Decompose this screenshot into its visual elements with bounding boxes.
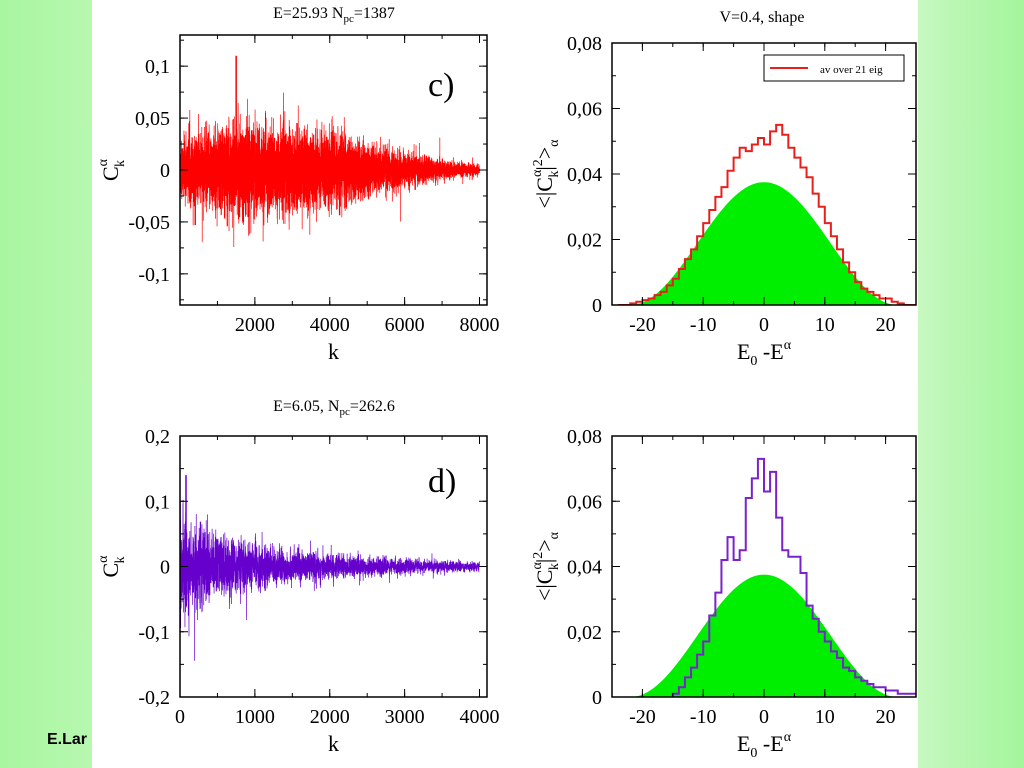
x-tick-label: 20 — [876, 706, 896, 728]
legend-label: av over 21 eig — [820, 64, 883, 76]
y-tick-label: 0,05 — [135, 108, 170, 130]
x-tick-label: -20 — [629, 314, 656, 336]
data-series-line — [180, 92, 480, 248]
y-tick-label: 0,06 — [567, 99, 602, 121]
x-tick-label: -20 — [629, 706, 656, 728]
y-tick-label: 0,06 — [567, 491, 602, 513]
chart-title: E=25.93 Npc=1387 — [273, 5, 395, 25]
x-axis-label: k — [328, 339, 339, 364]
chart-panel-3: -20 -10 0 10 20 0 0,02 0,04 0,06 0,08 E0 -Eα <|Cα k|… — [530, 426, 917, 761]
x-tick-label: 4000 — [460, 706, 500, 728]
x-tick-label: 10 — [815, 314, 835, 336]
y-tick-label: 0,02 — [567, 230, 602, 252]
plot-frame — [179, 435, 488, 698]
y-tick-label: 0,1 — [145, 56, 170, 78]
plot-area — [630, 457, 916, 697]
y-tick-label: 0,04 — [567, 557, 602, 579]
plot-area — [180, 55, 480, 248]
y-tick-label: 0 — [592, 295, 602, 317]
y-tick-label: -0,1 — [138, 264, 170, 286]
chart-panel-2: E=6.05, Npc=262.6 d) 0 1000 2000 3000 4000 -0,2… — [96, 398, 500, 756]
chart-panel-1: V=0.4, shape av over 21 eig -20 -10 0 10 20 0 0,… — [530, 9, 917, 369]
histogram-step-line — [618, 123, 916, 305]
x-tick-label: 2000 — [310, 706, 350, 728]
x-tick-label: -10 — [690, 706, 717, 728]
shape-fill-area — [630, 182, 898, 305]
y-axis-label: Cα k — [96, 555, 128, 578]
y-tick-label: -0,1 — [138, 622, 170, 644]
y-tick-label: 0,08 — [567, 426, 602, 448]
x-tick-label: 8000 — [460, 314, 500, 336]
x-tick-label: 3000 — [385, 706, 425, 728]
shape-fill-area — [630, 574, 898, 697]
y-tick-label: 0,2 — [145, 426, 170, 448]
plot-frame — [611, 42, 917, 306]
x-tick-label: 20 — [876, 314, 896, 336]
y-tick-label: -0,2 — [138, 687, 170, 709]
x-tick-label: 0 — [759, 314, 769, 336]
y-tick-label: 0,04 — [567, 164, 602, 186]
x-tick-label: -10 — [690, 314, 717, 336]
panel-label: d) — [428, 463, 456, 500]
plot-frame — [179, 34, 488, 306]
plot-area — [180, 475, 480, 661]
y-tick-label: 0,08 — [567, 33, 602, 55]
y-tick-label: 0 — [592, 687, 602, 709]
x-tick-label: 2000 — [235, 314, 275, 336]
x-tick-label: 0 — [759, 706, 769, 728]
y-tick-label: 0 — [160, 160, 170, 182]
plot-frame — [611, 435, 917, 698]
plot-area — [618, 123, 916, 305]
x-tick-label: 1000 — [235, 706, 275, 728]
histogram-step-line — [671, 457, 916, 697]
footer-author: E.Lar — [47, 731, 88, 748]
panel-label: c) — [428, 67, 454, 104]
x-tick-label: 6000 — [385, 314, 425, 336]
data-series-line — [180, 499, 480, 661]
y-tick-label: -0,05 — [128, 212, 170, 234]
y-axis-label: Cα k — [96, 158, 128, 181]
x-tick-label: 0 — [175, 706, 185, 728]
chart-panel-0: E=25.93 Npc=1387 c) 2000 4000 6000 8000 -0,1 -0… — [96, 5, 500, 364]
x-tick-label: 10 — [815, 706, 835, 728]
y-tick-label: 0 — [160, 557, 170, 579]
y-tick-label: 0,1 — [145, 491, 170, 513]
x-axis-label: E0 -Eα — [737, 338, 792, 369]
chart-title: E=6.05, Npc=262.6 — [273, 398, 395, 418]
chart-title: V=0.4, shape — [719, 9, 804, 26]
y-tick-label: 0,02 — [567, 622, 602, 644]
x-axis-label: k — [328, 731, 339, 756]
y-axis-label: <|Cα k|2>α — [530, 139, 562, 209]
x-axis-label: E0 -Eα — [737, 730, 792, 761]
x-tick-label: 4000 — [310, 314, 350, 336]
y-axis-label: <|Cα k|2>α — [530, 531, 562, 601]
